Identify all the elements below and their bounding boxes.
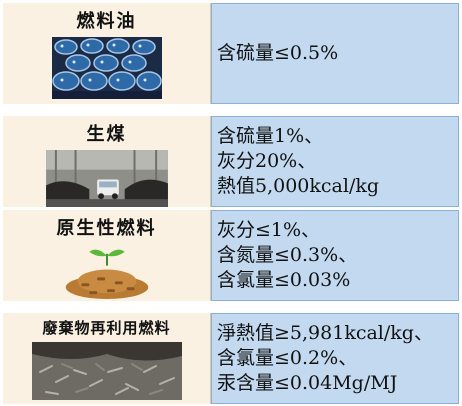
spec-line: 淨熱值≥5,981kcal/kg、 [217,322,433,344]
fuel-label-cell: 燃料油 [3,3,211,104]
spec-line: 含氮量≤0.3%、 [217,244,358,266]
fuel-spec-cell: 含硫量≤0.5% [211,3,459,104]
fuel-label: 燃料油 [76,11,137,32]
oil-barrels-image [51,37,162,99]
spec-line: 含硫量≤0.5% [217,42,339,64]
coal-storage-image [45,150,168,207]
fuel-row-fuel-oil: 燃料油 含硫量≤0.5% [3,3,459,104]
spec-line: 含氯量≤0.03% [217,269,351,291]
fuel-row-coal: 生煤 含硫量1%、 灰分20%、 熱值5,000kcal/kg [3,116,459,207]
spec-line: 灰分20%、 [217,150,317,172]
fuel-label: 生煤 [86,124,127,145]
spec-line: 含氯量≤0.2%、 [217,347,358,369]
fuel-spec-cell: 淨熱值≥5,981kcal/kg、 含氯量≤0.2%、 汞含量≤0.04Mg/M… [211,313,459,404]
fuel-label-cell: 生煤 [3,116,211,207]
spec-line: 汞含量≤0.04Mg/MJ [217,372,398,394]
fuel-spec-cell: 灰分≤1%、 含氮量≤0.3%、 含氯量≤0.03% [211,210,459,301]
spec-line: 灰分≤1%、 [217,219,321,241]
fuel-label-cell: 原生性燃料 [3,210,211,301]
fuel-row-primary: 原生性燃料 灰分≤1%、 含氮量≤0.3%、 含氯量≤0.03% [3,210,459,301]
spec-line: 含硫量1%、 [217,125,324,147]
pellets-sprout-image [57,244,156,301]
fuel-label: 廢棄物再利用燃料 [42,319,171,337]
shredded-waste-image [31,342,182,400]
fuel-label-cell: 廢棄物再利用燃料 [3,313,211,404]
spec-line: 熱值5,000kcal/kg [217,175,380,197]
fuel-row-waste-derived: 廢棄物再利用燃料 淨熱值≥5,981kcal/kg、 含氯量≤0.2%、 汞含量… [3,313,459,404]
fuel-spec-cell: 含硫量1%、 灰分20%、 熱值5,000kcal/kg [211,116,459,207]
fuel-label: 原生性燃料 [56,218,157,239]
